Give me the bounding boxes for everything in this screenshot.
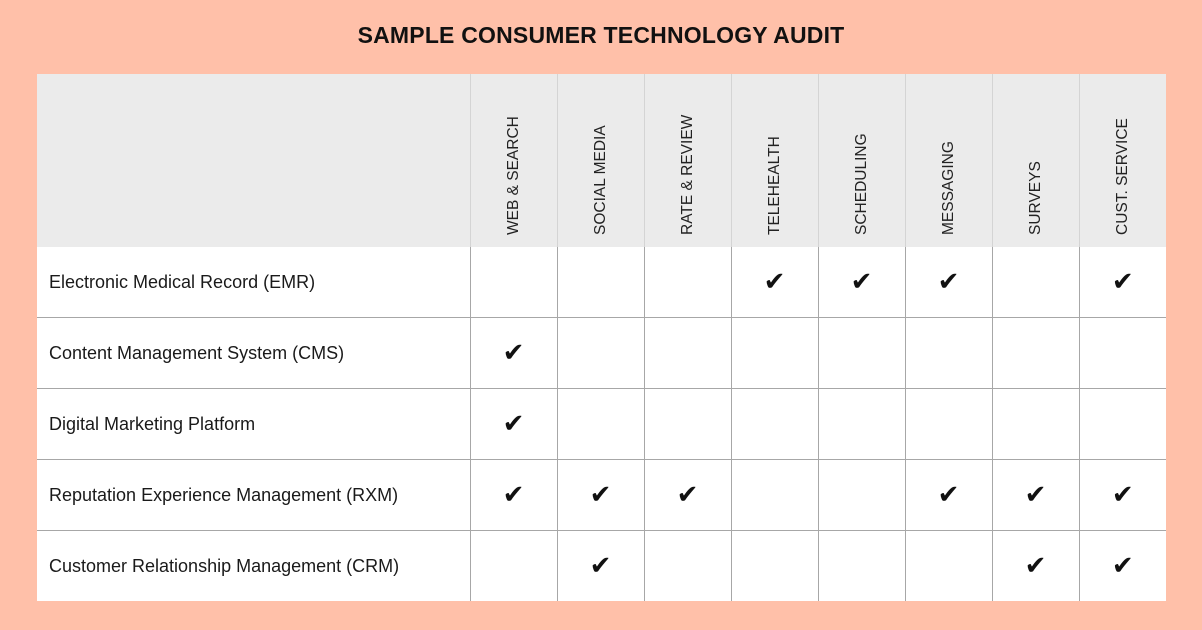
table-cell [904, 317, 992, 389]
table-cell: ✔ [904, 247, 992, 318]
table-cell [730, 530, 818, 601]
header-corner [37, 74, 470, 247]
checkmark-icon: ✔ [850, 267, 873, 297]
table-cell: ✔ [643, 459, 731, 531]
checkmark-icon: ✔ [502, 409, 525, 439]
checkmark-icon: ✔ [589, 551, 612, 581]
table-cell [730, 388, 818, 460]
table-cell [730, 317, 818, 389]
table-cell [817, 530, 905, 601]
table-cell [904, 388, 992, 460]
table-cell: ✔ [1078, 530, 1166, 601]
column-header: MESSAGING [904, 74, 992, 247]
table-row: Content Management System (CMS) ✔ [37, 317, 1166, 389]
table-cell: ✔ [1078, 459, 1166, 531]
column-header: CUST. SERVICE [1078, 74, 1166, 247]
column-header-label: MESSAGING [939, 141, 957, 235]
table-cell [643, 530, 731, 601]
checkmark-icon: ✔ [1111, 480, 1134, 510]
table-cell [643, 388, 731, 460]
page-title: SAMPLE CONSUMER TECHNOLOGY AUDIT [357, 22, 845, 48]
table-cell: ✔ [469, 317, 557, 389]
table-cell [991, 247, 1079, 318]
table-cell: ✔ [469, 459, 557, 531]
table-cell [556, 247, 644, 318]
table-cell: ✔ [991, 459, 1079, 531]
table-cell [817, 459, 905, 531]
table-cell [904, 530, 992, 601]
table-cell [817, 388, 905, 460]
row-label: Electronic Medical Record (EMR) [49, 271, 316, 292]
column-header-label: WEB & SEARCH [504, 116, 522, 235]
table-cell: ✔ [1078, 247, 1166, 318]
checkmark-icon: ✔ [1111, 267, 1134, 297]
table-cell: ✔ [904, 459, 992, 531]
checkmark-icon: ✔ [589, 480, 612, 510]
audit-table: WEB & SEARCH SOCIAL MEDIA RATE & REVIEW … [37, 74, 1166, 601]
table-cell: ✔ [817, 247, 905, 318]
header-row: WEB & SEARCH SOCIAL MEDIA RATE & REVIEW … [37, 74, 1166, 247]
checkmark-icon: ✔ [763, 267, 786, 297]
table-cell [1078, 317, 1166, 389]
table-cell [991, 388, 1079, 460]
column-header: SURVEYS [991, 74, 1079, 247]
column-header: WEB & SEARCH [469, 74, 557, 247]
table-cell: ✔ [469, 388, 557, 460]
table-cell [556, 388, 644, 460]
table-cell: ✔ [730, 247, 818, 318]
checkmark-icon: ✔ [502, 338, 525, 368]
checkmark-icon: ✔ [676, 480, 699, 510]
column-header-label: RATE & REVIEW [678, 114, 696, 235]
table-row: Electronic Medical Record (EMR) ✔ ✔ ✔ ✔ [37, 247, 1166, 318]
table-cell [817, 317, 905, 389]
table-cell: ✔ [556, 459, 644, 531]
checkmark-icon: ✔ [937, 267, 960, 297]
table-cell [991, 317, 1079, 389]
table-row: Digital Marketing Platform ✔ [37, 388, 1166, 460]
column-header: TELEHEALTH [730, 74, 818, 247]
checkmark-icon: ✔ [1024, 551, 1047, 581]
table-cell [469, 247, 557, 318]
table-row: Reputation Experience Management (RXM) ✔ ✔… [37, 459, 1166, 531]
checkmark-icon: ✔ [1111, 551, 1134, 581]
column-header-label: SOCIAL MEDIA [591, 125, 609, 235]
row-label: Digital Marketing Platform [37, 388, 470, 460]
row-label: Customer Relationship Management (CRM) [37, 530, 470, 601]
table-cell [556, 317, 644, 389]
table-cell [730, 459, 818, 531]
table-cell [1078, 388, 1166, 460]
column-header: SCHEDULING [817, 74, 905, 247]
table-row: Customer Relationship Management (CRM) ✔ ✔… [37, 530, 1166, 601]
column-header-label: CUST. SERVICE [1113, 118, 1131, 235]
table-body: Electronic Medical Record (EMR) ✔ ✔ ✔ ✔ Conte… [37, 247, 1166, 601]
table-cell: ✔ [556, 530, 644, 601]
table-cell [643, 317, 731, 389]
checkmark-icon: ✔ [937, 480, 960, 510]
column-header-label: SCHEDULING [852, 133, 870, 235]
column-header: RATE & REVIEW [643, 74, 731, 247]
row-label: Reputation Experience Management (RXM) [37, 459, 470, 531]
column-header-label: TELEHEALTH [765, 136, 783, 235]
table-cell [469, 530, 557, 601]
table-cell [643, 247, 731, 318]
column-header: SOCIAL MEDIA [556, 74, 644, 247]
table-cell: ✔ [991, 530, 1079, 601]
row-label: Content Management System (CMS) [37, 317, 470, 389]
checkmark-icon: ✔ [502, 480, 525, 510]
column-header-label: SURVEYS [1026, 161, 1044, 235]
checkmark-icon: ✔ [1024, 480, 1047, 510]
